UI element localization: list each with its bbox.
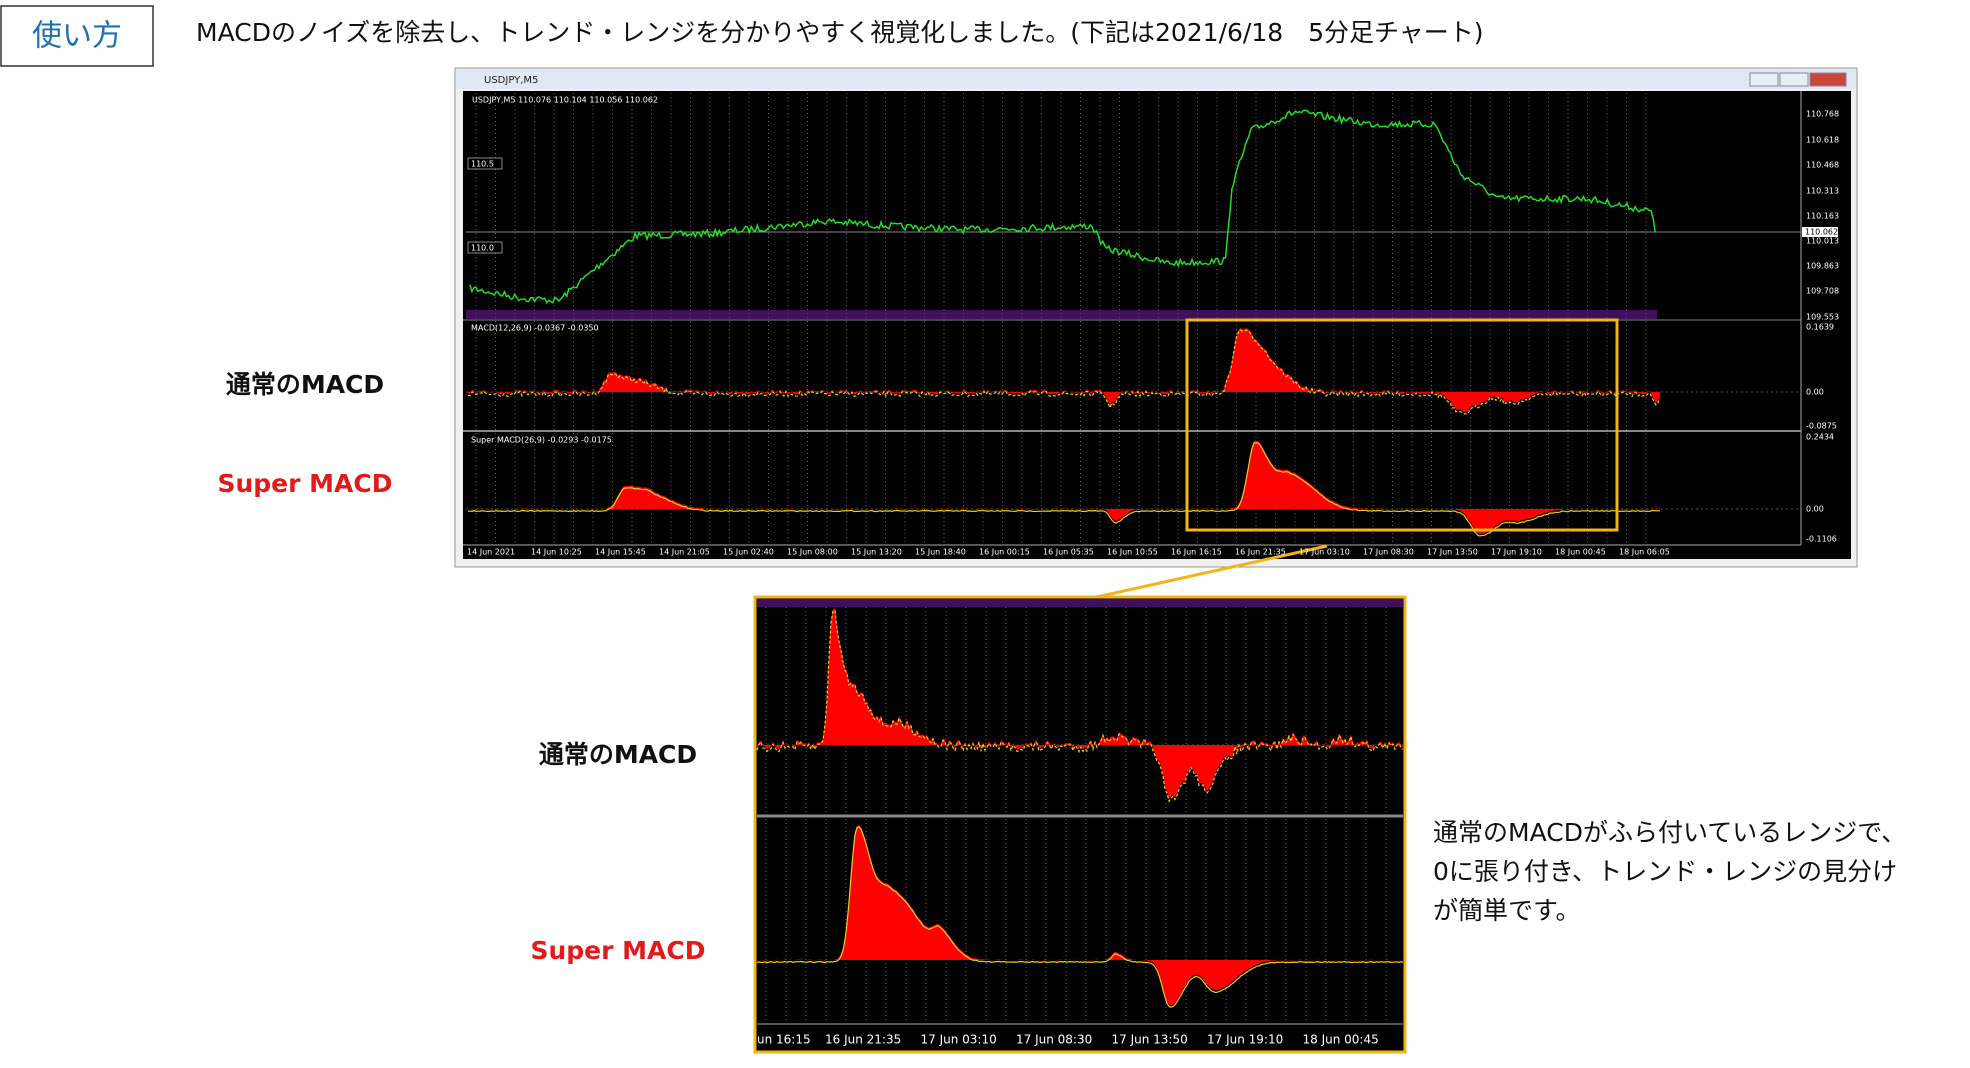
- time-label: 15 Jun 08:00: [787, 548, 838, 557]
- price-level: 110.5: [471, 160, 494, 169]
- signal-line: [467, 442, 1661, 537]
- price-tick-label: 110.013: [1806, 237, 1839, 246]
- current-price-box: [1802, 227, 1838, 237]
- macd-tick-label: 0.00: [1806, 388, 1824, 397]
- label-box: [0, 5, 154, 67]
- time-label: 14 Jun 2021: [467, 548, 515, 557]
- time-label: 16 Jun 21:35: [1235, 548, 1286, 557]
- level-box: [467, 157, 503, 170]
- chart-drawing: [756, 608, 1404, 1008]
- time-label: un 16:15: [757, 1033, 811, 1047]
- header-label: 使い方: [32, 19, 122, 54]
- time-label: 18 Jun 06:05: [1619, 548, 1670, 557]
- time-label: 16 Jun 10:55: [1107, 548, 1158, 557]
- time-label: 15 Jun 02:40: [723, 548, 774, 557]
- macd-tick-label: 0.1639: [1806, 323, 1834, 332]
- window-title: USDJPY,M5: [484, 75, 538, 86]
- hour-strip: [757, 599, 1403, 607]
- indicator-title: MACD(12,26,9) -0.0367 -0.0350: [471, 324, 599, 333]
- time-label: 14 Jun 15:45: [595, 548, 646, 557]
- price-tick-label: 110.468: [1806, 161, 1839, 170]
- current-price: 110.062: [1805, 228, 1838, 237]
- super-tick-label: -0.1106: [1806, 535, 1837, 544]
- connector: [1091, 544, 1328, 600]
- time-label: 17 Jun 08:30: [1016, 1033, 1092, 1047]
- normal-macd-label: 通常のMACD: [539, 740, 697, 769]
- time-label: 16 Jun 21:35: [825, 1033, 901, 1047]
- highlight-box: [1185, 318, 1619, 532]
- zoom-box: [753, 595, 1407, 1054]
- time-label: 17 Jun 13:50: [1112, 1033, 1188, 1047]
- signal-line: [467, 329, 1661, 415]
- time-label: 14 Jun 21:05: [659, 548, 710, 557]
- time-label: 15 Jun 18:40: [915, 548, 966, 557]
- title-bar: [456, 69, 1856, 89]
- price-tick-label: 110.618: [1806, 136, 1839, 145]
- price-line: [469, 109, 1656, 305]
- note-line: が簡単です。: [1433, 896, 1581, 925]
- header-description: MACDのノイズを除去し、トレンド・レンジを分かりやすく視覚化しました。(下記は…: [196, 18, 1484, 47]
- indicator-area: [468, 327, 1660, 412]
- price-tick-label: 110.313: [1806, 187, 1839, 196]
- maximize-button[interactable]: [1779, 72, 1809, 87]
- price-level: 110.0: [471, 244, 494, 253]
- super-macd-label: Super MACD: [217, 469, 392, 498]
- symbol-info: USDJPY,M5 110.076 110.104 110.056 110.06…: [472, 96, 658, 105]
- time-label: 17 Jun 13:50: [1427, 548, 1478, 557]
- normal-macd-label: 通常のMACD: [226, 370, 384, 399]
- price-tick-label: 110.768: [1806, 110, 1839, 119]
- note-line: 通常のMACDがふら付いているレンジで、: [1433, 818, 1906, 847]
- time-label: 17 Jun 03:10: [921, 1033, 997, 1047]
- super-macd-label: Super MACD: [530, 936, 705, 965]
- time-label: 16 Jun 16:15: [1171, 548, 1222, 557]
- time-label: 17 Jun 19:10: [1491, 548, 1542, 557]
- signal-line: [756, 610, 1404, 803]
- price-tick-label: 109.708: [1806, 287, 1839, 296]
- price-tick-label: 109.863: [1806, 262, 1839, 271]
- super-tick-label: 0.00: [1806, 505, 1824, 514]
- super-tick-label: 0.2434: [1806, 433, 1834, 442]
- chart-drawing: [467, 109, 1661, 537]
- time-label: 14 Jun 10:25: [531, 548, 582, 557]
- time-label: 15 Jun 13:20: [851, 548, 902, 557]
- time-label: 17 Jun 08:30: [1363, 548, 1414, 557]
- time-label: 16 Jun 05:35: [1043, 548, 1094, 557]
- minimize-button[interactable]: [1749, 72, 1779, 87]
- macd-tick-label: -0.0875: [1806, 422, 1837, 431]
- level-box: [467, 241, 503, 254]
- hour-strip: [466, 310, 1657, 319]
- time-label: 16 Jun 00:15: [979, 548, 1030, 557]
- time-label: 17 Jun 19:10: [1207, 1033, 1283, 1047]
- time-label: 18 Jun 00:45: [1303, 1033, 1379, 1047]
- price-tick-label: 110.163: [1806, 212, 1839, 221]
- time-label: 17 Jun 03:10: [1299, 548, 1350, 557]
- close-button[interactable]: [1809, 72, 1847, 87]
- note-line: 0に張り付き、トレンド・レンジの見分け: [1433, 857, 1897, 886]
- signal-line: [756, 826, 1404, 1008]
- time-label: 18 Jun 00:45: [1555, 548, 1606, 557]
- price-tick-label: 109.553: [1806, 313, 1839, 322]
- chart-area: [463, 91, 1851, 559]
- indicator-title: Super MACD(26,9) -0.0293 -0.0175: [471, 436, 612, 445]
- indicator-area: [757, 825, 1403, 1006]
